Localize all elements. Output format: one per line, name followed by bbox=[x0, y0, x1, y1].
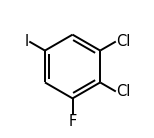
Text: F: F bbox=[68, 114, 77, 129]
Text: Cl: Cl bbox=[116, 34, 130, 49]
Text: I: I bbox=[25, 34, 29, 49]
Text: Cl: Cl bbox=[116, 84, 130, 99]
